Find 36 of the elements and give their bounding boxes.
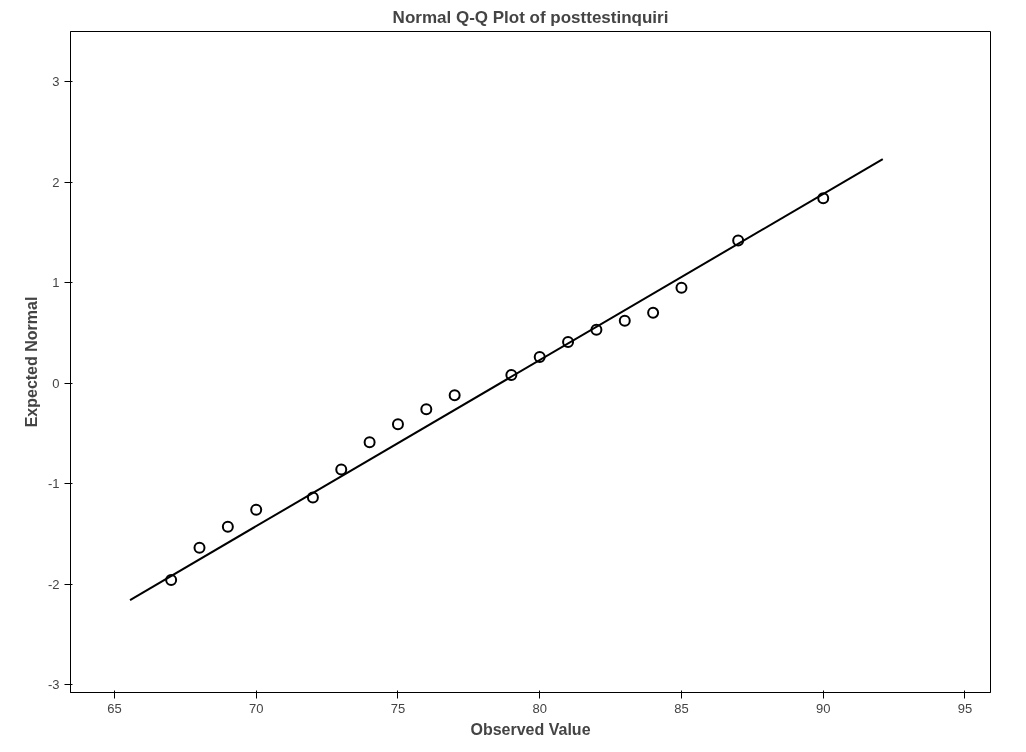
x-tick-label: 95 (957, 700, 973, 716)
x-tick-label: 65 (107, 700, 122, 716)
x-axis-title: Observed Value (470, 720, 591, 738)
point (647, 306, 660, 319)
point (448, 389, 461, 402)
point (391, 418, 404, 431)
x-tick-label: 90 (816, 700, 831, 716)
chart-title: Normal Q-Q Plot of posttestinquiri (392, 7, 669, 27)
point (306, 491, 319, 504)
point (562, 335, 575, 348)
x-tick-label: 80 (532, 700, 547, 716)
point (193, 541, 206, 554)
point (165, 574, 178, 586)
point (675, 281, 688, 294)
x-tick-label: 85 (674, 700, 689, 716)
y-tick-label: 3 (52, 74, 60, 90)
y-tick-label: 1 (52, 275, 60, 291)
x-tick-label: 70 (248, 700, 264, 716)
point (250, 503, 263, 516)
point (420, 403, 433, 416)
y-axis-title: Expected Normal (22, 296, 40, 428)
point (363, 436, 376, 449)
y-tick-label: 0 (52, 375, 60, 391)
y-tick-label: -1 (47, 476, 60, 492)
point (590, 323, 603, 336)
point (335, 463, 348, 476)
point (533, 350, 546, 363)
y-tick-label: -3 (47, 676, 60, 692)
y-tick-label: -2 (47, 576, 60, 592)
point (732, 234, 745, 247)
point (817, 192, 830, 205)
point (221, 520, 234, 533)
point (505, 369, 518, 382)
point (618, 314, 631, 327)
y-tick-label: 2 (52, 174, 60, 190)
x-tick-label: 75 (390, 700, 406, 716)
